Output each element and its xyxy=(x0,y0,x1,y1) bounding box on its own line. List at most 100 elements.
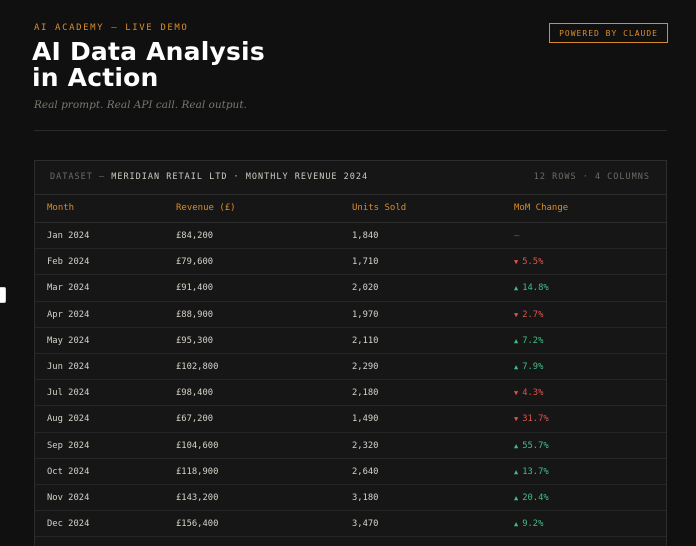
cell-revenue: £91,400 xyxy=(176,283,214,294)
table-body: Jan 2024 £84,200 1,840 — Feb 2024 £79,60… xyxy=(35,223,666,538)
table-row: May 2024 £95,300 2,110 ▲ 7.2% xyxy=(35,328,666,354)
cell-month: Jan 2024 xyxy=(47,231,90,241)
dataset-title: DATASET — MERIDIAN RETAIL LTD · MONTHLY … xyxy=(50,161,368,194)
cell-units: 1,490 xyxy=(352,414,379,425)
cell-month: Sep 2024 xyxy=(47,440,90,451)
dataset-panel: DATASET — MERIDIAN RETAIL LTD · MONTHLY … xyxy=(34,160,667,546)
change-value: 55.7% xyxy=(522,440,549,451)
change-value: 7.9% xyxy=(522,361,544,372)
cell-revenue: £67,200 xyxy=(176,414,214,425)
table-row: Jan 2024 £84,200 1,840 — xyxy=(35,223,666,250)
cell-month: Oct 2024 xyxy=(47,466,90,477)
cell-revenue: £98,400 xyxy=(176,388,214,399)
dataset-separator: — xyxy=(98,172,106,182)
cell-units: 2,020 xyxy=(352,283,379,294)
cell-change: ▲ 9.2% xyxy=(514,511,543,537)
page-title-line-2: in Action xyxy=(32,63,159,92)
column-header-month: Month xyxy=(47,203,75,213)
change-value: 31.7% xyxy=(522,414,549,425)
cell-month: Jun 2024 xyxy=(47,361,90,372)
cell-change: ▲ 55.7% xyxy=(514,433,549,459)
cell-month: Apr 2024 xyxy=(47,309,90,320)
cell-units: 2,110 xyxy=(352,335,379,346)
triangle-up-icon: ▲ xyxy=(514,520,519,529)
eyebrow-label: AI ACADEMY — LIVE DEMO xyxy=(34,23,189,33)
triangle-up-icon: ▲ xyxy=(514,284,519,293)
cell-revenue: £84,200 xyxy=(176,231,214,241)
dataset-label: DATASET xyxy=(50,172,93,182)
change-value: 20.4% xyxy=(522,492,549,503)
triangle-up-icon: ▲ xyxy=(514,441,519,450)
cell-change: ▼ 31.7% xyxy=(514,406,549,432)
change-value: 7.2% xyxy=(522,335,544,346)
cell-revenue: £79,600 xyxy=(176,257,214,268)
page-title-line-1: AI Data Analysis xyxy=(32,37,265,66)
cell-month: Aug 2024 xyxy=(47,414,90,425)
change-value: 5.5% xyxy=(522,257,544,268)
cell-revenue: £104,600 xyxy=(176,440,219,451)
column-header-units: Units Sold xyxy=(352,203,407,213)
side-handle[interactable] xyxy=(0,287,6,303)
cell-change: — xyxy=(514,223,519,249)
cell-change: ▲ 7.9% xyxy=(514,354,543,380)
cell-change: ▼ 4.3% xyxy=(514,380,543,406)
triangle-up-icon: ▲ xyxy=(514,493,519,502)
page-subtitle: Real prompt. Real API call. Real output. xyxy=(34,99,247,111)
cell-change: ▼ 5.5% xyxy=(514,249,543,275)
cell-revenue: £95,300 xyxy=(176,335,214,346)
cell-change: ▲ 13.7% xyxy=(514,459,549,485)
change-value: 14.8% xyxy=(522,283,549,294)
cell-units: 2,640 xyxy=(352,466,379,477)
cell-month: Nov 2024 xyxy=(47,492,90,503)
triangle-up-icon: ▲ xyxy=(514,336,519,345)
cell-month: May 2024 xyxy=(47,335,90,346)
triangle-down-icon: ▼ xyxy=(514,389,519,398)
cell-change: ▲ 14.8% xyxy=(514,275,549,301)
cell-change: ▲ 7.2% xyxy=(514,328,543,354)
table-header: Month Revenue (£) Units Sold MoM Change xyxy=(35,195,666,223)
triangle-down-icon: ▼ xyxy=(514,310,519,319)
cell-month: Mar 2024 xyxy=(47,283,90,294)
table-row: Oct 2024 £118,900 2,640 ▲ 13.7% xyxy=(35,459,666,485)
cell-units: 3,470 xyxy=(352,519,379,530)
change-value: 13.7% xyxy=(522,466,549,477)
dataset-header: DATASET — MERIDIAN RETAIL LTD · MONTHLY … xyxy=(35,161,666,195)
table-row: Aug 2024 £67,200 1,490 ▼ 31.7% xyxy=(35,406,666,433)
dataset-name: MERIDIAN RETAIL LTD · MONTHLY REVENUE 20… xyxy=(111,172,369,182)
column-header-revenue: Revenue (£) xyxy=(176,203,236,213)
table-row: Mar 2024 £91,400 2,020 ▲ 14.8% xyxy=(35,275,666,302)
table-row: Jul 2024 £98,400 2,180 ▼ 4.3% xyxy=(35,380,666,407)
header-divider xyxy=(34,130,667,131)
cell-units: 2,320 xyxy=(352,440,379,451)
powered-by-badge[interactable]: POWERED BY CLAUDE xyxy=(549,23,668,43)
triangle-up-icon: ▲ xyxy=(514,362,519,371)
cell-month: Dec 2024 xyxy=(47,519,90,530)
change-value: 9.2% xyxy=(522,519,544,530)
cell-units: 1,710 xyxy=(352,257,379,268)
cell-month: Jul 2024 xyxy=(47,388,90,399)
table-row: Dec 2024 £156,400 3,470 ▲ 9.2% xyxy=(35,511,666,538)
change-value: — xyxy=(514,231,520,241)
cell-revenue: £156,400 xyxy=(176,519,219,530)
cell-change: ▲ 20.4% xyxy=(514,485,549,511)
change-value: 4.3% xyxy=(522,388,544,399)
dataset-meta: 12 ROWS · 4 COLUMNS xyxy=(533,172,650,182)
triangle-down-icon: ▼ xyxy=(514,415,519,424)
cell-month: Feb 2024 xyxy=(47,257,90,268)
cell-revenue: £88,900 xyxy=(176,309,214,320)
cell-revenue: £102,800 xyxy=(176,361,219,372)
cell-revenue: £118,900 xyxy=(176,466,219,477)
cell-units: 1,840 xyxy=(352,231,379,241)
triangle-up-icon: ▲ xyxy=(514,467,519,476)
table-row: Sep 2024 £104,600 2,320 ▲ 55.7% xyxy=(35,433,666,459)
cell-units: 2,180 xyxy=(352,388,379,399)
cell-revenue: £143,200 xyxy=(176,492,219,503)
table-row: Feb 2024 £79,600 1,710 ▼ 5.5% xyxy=(35,249,666,276)
cell-units: 2,290 xyxy=(352,361,379,372)
table-row: Nov 2024 £143,200 3,180 ▲ 20.4% xyxy=(35,485,666,512)
change-value: 2.7% xyxy=(522,309,544,320)
page-title: AI Data Analysis in Action xyxy=(32,39,265,91)
triangle-down-icon: ▼ xyxy=(514,258,519,267)
cell-change: ▼ 2.7% xyxy=(514,302,543,328)
cell-units: 1,970 xyxy=(352,309,379,320)
